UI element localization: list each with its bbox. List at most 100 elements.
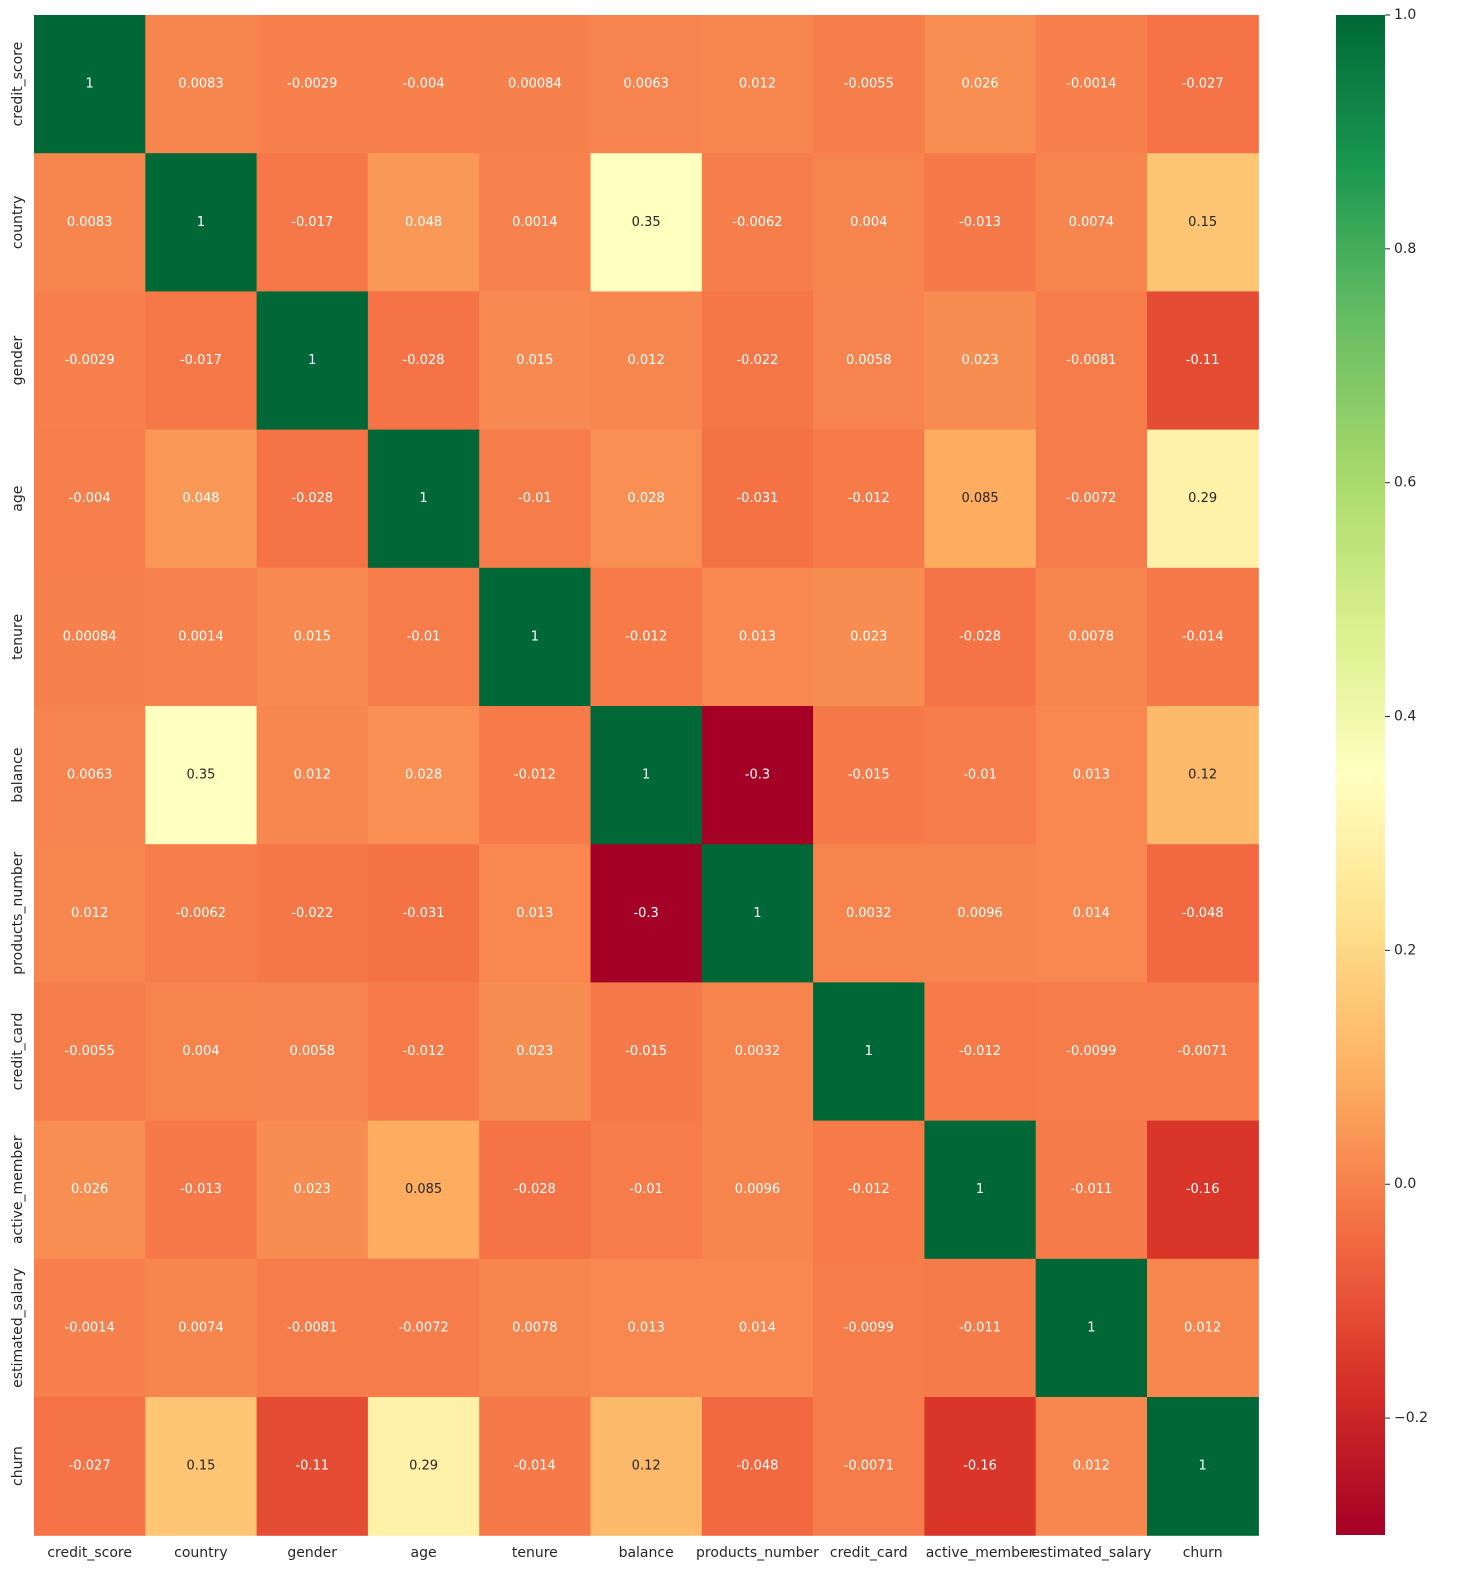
heatmap-cell-label: -0.017 [180,353,222,368]
heatmap-cell-label: 0.35 [632,215,661,230]
heatmap-cell-estimated_salary-balance [590,1258,703,1398]
heatmap-cell-tenure-age [367,567,480,707]
heatmap-cell-credit_card-age [367,982,480,1122]
x-tick-label-country: country [174,1545,228,1561]
heatmap-cell-gender-credit_score [34,291,146,431]
heatmap-cell-churn-gender [256,1397,369,1536]
heatmap-cell-churn-estimated_salary [1035,1397,1148,1536]
heatmap-cell-label: -0.012 [625,629,667,644]
y-tick-label-country: country [10,196,26,250]
heatmap-cell-credit_score-products_number [701,15,814,154]
heatmap-cell-tenure-balance [590,567,703,707]
heatmap-cell-labels: 1 0.0083 -0.0029 -0.004 0.00084 0.0063 0.012 -0… [63,77,1228,1474]
heatmap-cell-label: 0.026 [71,1182,108,1197]
heatmap-cell-tenure-gender [256,567,369,707]
heatmap-cell-label: -0.015 [848,768,890,783]
heatmap-cell-label: -0.0014 [1066,77,1116,92]
heatmap-cell-label: 0.15 [186,1459,215,1474]
heatmap-cell-tenure-credit_card [813,567,925,707]
heatmap-cell-active_member-gender [256,1120,369,1260]
heatmap-cell-credit_score-age [367,15,480,154]
heatmap-cell-label: 1 [865,1044,873,1059]
heatmap-cell-gender-estimated_salary [1035,291,1148,431]
colorbar-gradient [1336,15,1385,1535]
heatmap-cell-label: 0.015 [516,353,553,368]
heatmap-cell-credit_card-credit_score [34,982,146,1122]
colorbar: −0.2 0.0 0.2 0.4 0.6 0.8 1.0 [1336,7,1428,1535]
heatmap-cell-label: -0.031 [403,906,445,921]
heatmap-cell-churn-products_number [701,1397,814,1536]
colorbar-tick-label: −0.2 [1394,1410,1428,1426]
heatmap-cell-products_number-country [145,844,258,983]
heatmap-cell-label: -0.01 [518,491,552,506]
heatmap-cell-label: -0.028 [514,1182,556,1197]
heatmap-cell-products_number-estimated_salary [1035,844,1148,983]
x-tick-label-credit_score: credit_score [47,1545,132,1561]
heatmap-cell-label: -0.0014 [65,1320,115,1335]
y-tick-label-estimated_salary: estimated_salary [10,1268,26,1388]
heatmap-cell-country-credit_card [813,153,925,292]
x-axis-tick-labels: credit_score country gender age tenure balanc… [47,1545,1222,1561]
heatmap-cell-label: 0.012 [71,906,108,921]
heatmap-cell-churn-country [145,1397,258,1536]
heatmap-cell-gender-churn [1147,291,1259,431]
heatmap-cell-label: -0.0055 [844,77,894,92]
heatmap-cell-country-country [145,153,258,292]
heatmap-cell-credit_score-tenure [479,15,592,154]
heatmap-cell-tenure-estimated_salary [1035,567,1148,707]
heatmap-cell-label: -0.0029 [287,77,337,92]
heatmap-cell-label: -0.0071 [1178,1044,1228,1059]
colorbar-tick-label: 0.8 [1394,241,1416,257]
heatmap-cell-label: -0.004 [69,491,111,506]
heatmap-cell-label: 1 [419,491,427,506]
heatmap-cell-active_member-products_number [701,1120,814,1260]
heatmap-cell-products_number-balance [590,844,703,983]
heatmap-cell-label: 0.015 [294,629,331,644]
heatmap-cell-label: 0.0063 [67,768,113,783]
heatmap-cell-churn-tenure [479,1397,592,1536]
heatmap-cell-label: 0.012 [628,353,665,368]
heatmap-cell-active_member-estimated_salary [1035,1120,1148,1260]
heatmap-cell-label: -0.0071 [844,1459,894,1474]
heatmap-cell-gender-tenure [479,291,592,431]
heatmap-cell-products_number-age [367,844,480,983]
heatmap-cell-label: 0.29 [409,1459,438,1474]
heatmap-cell-churn-age [367,1397,480,1536]
heatmap-cell-age-products_number [701,429,814,569]
heatmap-cell-label: -0.0055 [65,1044,115,1059]
heatmap-cell-credit_card-tenure [479,982,592,1122]
heatmap-cell-estimated_salary-estimated_salary [1035,1258,1148,1398]
heatmap-cell-label: -0.004 [403,77,445,92]
heatmap-cell-estimated_salary-country [145,1258,258,1398]
heatmap-cell-gender-gender [256,291,369,431]
heatmap-cell-age-churn [1147,429,1259,569]
heatmap-cell-age-estimated_salary [1035,429,1148,569]
heatmap-cell-label: 0.0074 [1069,215,1115,230]
heatmap-cell-label: -0.01 [629,1182,663,1197]
heatmap-cell-churn-credit_score [34,1397,146,1536]
heatmap-cell-active_member-age [367,1120,480,1260]
heatmap-cell-label: -0.014 [514,1459,556,1474]
x-tick-label-churn: churn [1183,1545,1223,1561]
heatmap-cell-label: 0.0014 [512,215,558,230]
heatmap-cell-label: -0.0029 [65,353,115,368]
heatmap-cell-label: 0.013 [739,629,776,644]
heatmap-cell-label: -0.16 [1186,1182,1220,1197]
heatmap-cell-country-active_member [924,153,1037,292]
heatmap-cell-label: -0.031 [736,491,778,506]
heatmap-cell-estimated_salary-churn [1147,1258,1259,1398]
heatmap-cell-country-balance [590,153,703,292]
heatmap-cell-estimated_salary-products_number [701,1258,814,1398]
heatmap-cell-gender-products_number [701,291,814,431]
heatmap-cell-label: 0.023 [516,1044,553,1059]
heatmap-cell-label: 0.048 [182,491,219,506]
x-tick-label-products_number: products_number [696,1545,819,1561]
heatmap-cell-tenure-churn [1147,567,1259,707]
heatmap-cell-credit_score-credit_score [34,15,146,154]
heatmap-cell-country-credit_score [34,153,146,292]
heatmap-cell-label: 1 [753,906,761,921]
heatmap-cell-label: -0.0072 [1066,491,1116,506]
heatmap-cell-label: -0.015 [625,1044,667,1059]
y-tick-label-churn: churn [10,1446,26,1486]
heatmap-cell-label: 0.0074 [178,1320,224,1335]
